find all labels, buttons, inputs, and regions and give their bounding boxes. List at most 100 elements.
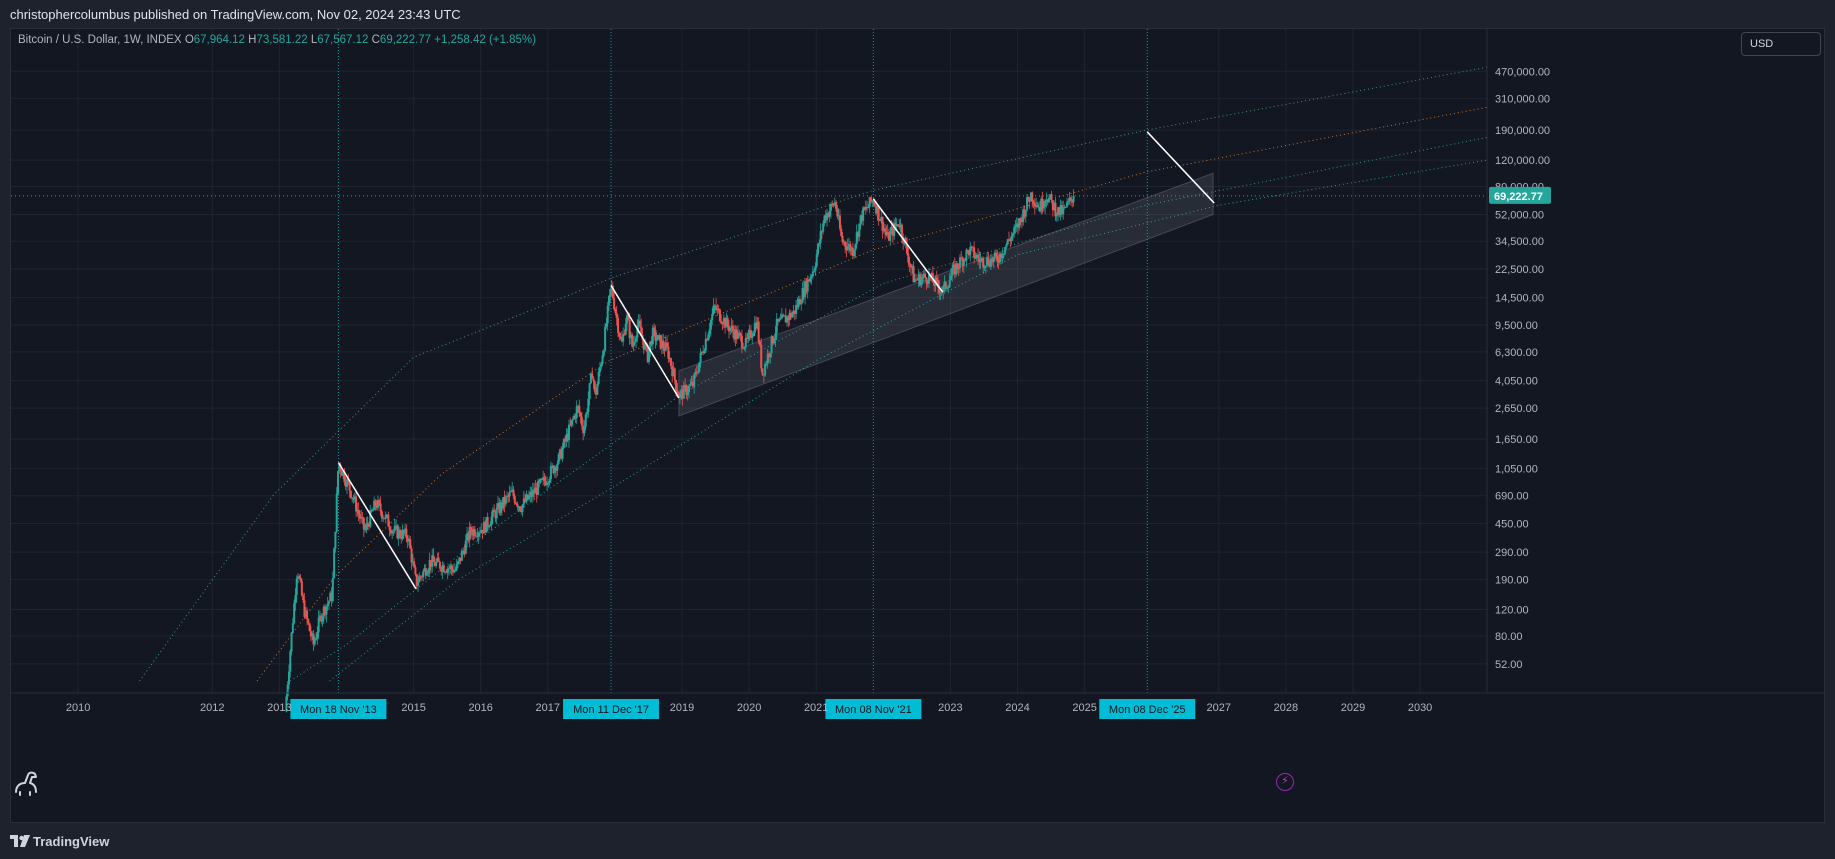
candle-body bbox=[449, 565, 452, 569]
y-tick-label: 1,650.00 bbox=[1495, 434, 1538, 446]
candle-body bbox=[664, 342, 667, 351]
candle-body bbox=[432, 555, 435, 562]
candle-body bbox=[565, 434, 568, 442]
candle-body bbox=[393, 526, 396, 531]
candle-body bbox=[540, 478, 543, 480]
candle-body bbox=[1042, 206, 1045, 209]
candlesticks bbox=[285, 189, 1075, 713]
candle-body bbox=[531, 489, 534, 497]
candle-body bbox=[333, 548, 336, 579]
last-price-label: 69,222.77 bbox=[1494, 191, 1543, 203]
candle-body bbox=[721, 323, 724, 325]
candle-body bbox=[958, 257, 961, 269]
candle-body bbox=[1066, 202, 1069, 207]
candle-body bbox=[285, 696, 288, 712]
candle-body bbox=[735, 329, 738, 339]
chart-area[interactable]: Mon 18 Nov '13 Mon 11 Dec '17 Mon 08 Nov '… bbox=[10, 28, 1825, 823]
candle-body bbox=[748, 330, 751, 334]
candle-body bbox=[318, 615, 321, 618]
candle-body bbox=[805, 281, 808, 292]
candle-body bbox=[407, 539, 410, 542]
candle-body bbox=[979, 259, 982, 262]
candle-body bbox=[493, 509, 496, 513]
candle-body bbox=[806, 279, 809, 292]
candle-body bbox=[442, 565, 445, 573]
chart-svg[interactable]: Mon 18 Nov '13 Mon 11 Dec '17 Mon 08 Nov '… bbox=[11, 29, 1824, 822]
candle-body bbox=[1064, 206, 1067, 208]
candle-body bbox=[760, 344, 763, 369]
candle-body bbox=[791, 314, 794, 318]
last-price-badge bbox=[1489, 186, 1551, 204]
marker-label: Mon 08 Dec '25 bbox=[1109, 704, 1186, 716]
candle-body bbox=[584, 414, 587, 427]
currency-button[interactable]: USD bbox=[1741, 32, 1821, 56]
candle-body bbox=[1067, 200, 1070, 203]
candle-body bbox=[718, 309, 721, 322]
y-tick-label: 80.00 bbox=[1495, 631, 1523, 643]
candle-body bbox=[726, 317, 729, 326]
candle-body bbox=[398, 529, 401, 537]
candle-body bbox=[561, 447, 564, 459]
arc-curve bbox=[256, 106, 1488, 682]
candle-body bbox=[299, 577, 302, 582]
symbol-name[interactable]: Bitcoin / U.S. Dollar, 1W, INDEX bbox=[18, 34, 182, 46]
candle-body bbox=[632, 342, 635, 347]
candle-body bbox=[578, 405, 581, 414]
candle-body bbox=[884, 228, 887, 232]
candle-body bbox=[796, 304, 799, 307]
candle-body bbox=[579, 413, 582, 418]
candle-body bbox=[813, 270, 816, 272]
arc-curves bbox=[139, 66, 1488, 682]
candle-body bbox=[966, 249, 969, 251]
candle-body bbox=[891, 227, 894, 236]
candle-body bbox=[992, 257, 995, 263]
candle-body bbox=[657, 335, 660, 340]
dinosaur-icon[interactable] bbox=[12, 768, 42, 796]
candle-body bbox=[316, 632, 319, 638]
candle-body bbox=[955, 263, 958, 275]
candle-body bbox=[650, 341, 653, 345]
candle-body bbox=[989, 258, 992, 267]
candle-body bbox=[1051, 200, 1054, 210]
candle-body bbox=[802, 288, 805, 298]
candle-body bbox=[320, 615, 323, 622]
candle-body bbox=[881, 217, 884, 232]
candle-body bbox=[1050, 194, 1053, 201]
candle-body bbox=[373, 500, 376, 511]
candle-body bbox=[961, 258, 964, 267]
candle-body bbox=[885, 231, 888, 236]
trend-lines[interactable] bbox=[337, 131, 1215, 590]
y-tick-label: 190.00 bbox=[1495, 575, 1529, 587]
candle-body bbox=[596, 383, 599, 395]
candle-body bbox=[329, 592, 332, 602]
candle-body bbox=[667, 346, 670, 359]
candle-body bbox=[795, 304, 798, 314]
candle-body bbox=[1038, 206, 1041, 212]
x-tick-label: 2019 bbox=[670, 702, 694, 714]
candle-body bbox=[817, 243, 820, 255]
candle-body bbox=[379, 503, 382, 512]
candle-body bbox=[823, 215, 826, 224]
candle-body bbox=[291, 623, 294, 633]
candle-body bbox=[489, 525, 492, 527]
candle-body bbox=[564, 439, 567, 442]
candle-body bbox=[1071, 199, 1074, 203]
candle-body bbox=[638, 320, 641, 327]
footer-brand[interactable]: TradingView bbox=[33, 834, 110, 849]
candle-body bbox=[722, 318, 725, 325]
candle-body bbox=[365, 523, 368, 530]
candle-body bbox=[1006, 239, 1009, 245]
candle-body bbox=[462, 550, 465, 552]
candle-body bbox=[444, 571, 447, 573]
footer-bar: TradingView bbox=[0, 823, 1835, 859]
candle-body bbox=[360, 516, 363, 519]
candle-body bbox=[1072, 195, 1075, 203]
close-label: C bbox=[371, 34, 380, 46]
lightning-icon[interactable]: ⚡ bbox=[1276, 773, 1294, 791]
candle-body bbox=[740, 335, 743, 348]
candle-body bbox=[487, 526, 490, 528]
candle-body bbox=[818, 242, 821, 244]
candle-body bbox=[313, 639, 316, 645]
candle-body bbox=[935, 277, 938, 281]
candle-body bbox=[607, 296, 610, 306]
